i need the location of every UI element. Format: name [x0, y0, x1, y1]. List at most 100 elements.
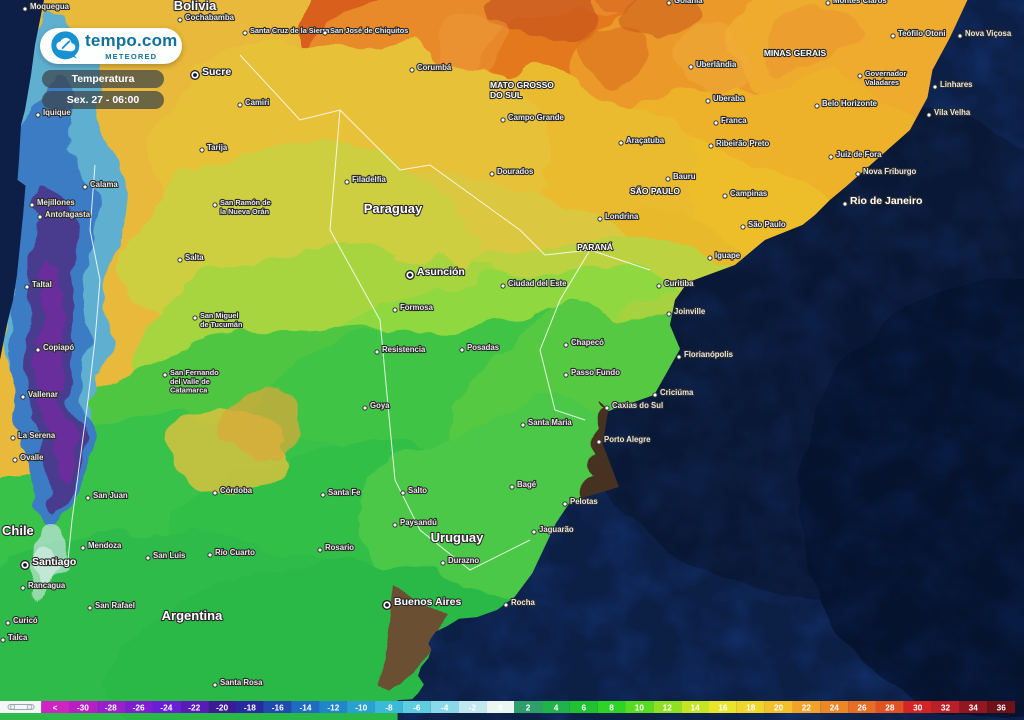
svg-text:Salta: Salta: [185, 253, 204, 262]
svg-text:-28: -28: [105, 702, 117, 712]
svg-text:Argentina: Argentina: [162, 608, 223, 623]
svg-text:Córdoba: Córdoba: [220, 486, 253, 495]
svg-text:São Paulo: São Paulo: [748, 220, 786, 229]
svg-text:Belo Horizonte: Belo Horizonte: [822, 99, 878, 108]
svg-text:10: 10: [635, 702, 645, 712]
svg-text:Formosa: Formosa: [400, 303, 434, 312]
svg-text:Santiago: Santiago: [32, 556, 76, 568]
svg-text:-24: -24: [160, 702, 172, 712]
svg-text:San Ramón de: San Ramón de: [220, 198, 271, 207]
svg-text:22: 22: [802, 702, 812, 712]
svg-text:Governador: Governador: [865, 69, 907, 78]
svg-text:Franca: Franca: [721, 116, 747, 125]
svg-text:San Miguel: San Miguel: [200, 311, 239, 320]
svg-text:la Nueva Orán: la Nueva Orán: [220, 207, 269, 216]
svg-text:34: 34: [969, 702, 979, 712]
svg-text:Campinas: Campinas: [730, 189, 768, 198]
svg-text:Cochabamba: Cochabamba: [185, 13, 235, 22]
svg-text:Rosario: Rosario: [325, 543, 354, 552]
svg-text:-8: -8: [385, 702, 393, 712]
svg-text:DO SUL: DO SUL: [490, 90, 522, 100]
svg-text:-4: -4: [441, 702, 449, 712]
svg-text:18: 18: [746, 702, 756, 712]
svg-text:Bagé: Bagé: [517, 480, 537, 489]
svg-text:SÃO PAULO: SÃO PAULO: [630, 186, 680, 196]
svg-text:Paysandú: Paysandú: [400, 518, 437, 527]
svg-text:Vallenar: Vallenar: [28, 390, 58, 399]
svg-text:14: 14: [690, 702, 700, 712]
svg-text:24: 24: [830, 702, 840, 712]
svg-text:Bolivia: Bolivia: [174, 0, 217, 13]
svg-text:Goiânia: Goiânia: [674, 0, 703, 5]
svg-text:Juiz de Fora: Juiz de Fora: [836, 150, 882, 159]
svg-text:Corumbá: Corumbá: [417, 63, 452, 72]
svg-text:San Fernando: San Fernando: [170, 368, 219, 377]
svg-text:Nova Friburgo: Nova Friburgo: [863, 167, 917, 176]
svg-text:Camiri: Camiri: [245, 98, 269, 107]
svg-text:La Serena: La Serena: [18, 431, 56, 440]
svg-text:Ciudad del Este: Ciudad del Este: [508, 279, 567, 288]
svg-text:Durazno: Durazno: [448, 556, 479, 565]
svg-text:Uberaba: Uberaba: [713, 94, 745, 103]
svg-text:Bauru: Bauru: [673, 172, 696, 181]
svg-text:Teófilo Otoni: Teófilo Otoni: [898, 29, 946, 38]
svg-text:Mendoza: Mendoza: [88, 541, 122, 550]
svg-text:Posadas: Posadas: [467, 343, 500, 352]
svg-text:Resistencia: Resistencia: [382, 345, 426, 354]
svg-text:Uberlândia: Uberlândia: [696, 60, 737, 69]
svg-text:MINAS GERAIS: MINAS GERAIS: [764, 48, 827, 58]
svg-text:Linhares: Linhares: [940, 80, 973, 89]
svg-text:Santa Cruz de la Sierra: Santa Cruz de la Sierra: [250, 26, 330, 35]
svg-text:Chapecó: Chapecó: [571, 338, 604, 347]
svg-text:Calama: Calama: [90, 180, 118, 189]
svg-text:Araçatuba: Araçatuba: [626, 136, 665, 145]
svg-text:Londrina: Londrina: [605, 212, 639, 221]
svg-text:-18: -18: [244, 702, 256, 712]
svg-text:2: 2: [526, 702, 531, 712]
svg-text:Talca: Talca: [8, 633, 28, 642]
svg-text:-6: -6: [413, 702, 421, 712]
svg-text:Rancagua: Rancagua: [28, 581, 66, 590]
svg-text:Buenos Aires: Buenos Aires: [394, 596, 461, 608]
svg-text:Iguape: Iguape: [715, 251, 741, 260]
svg-text:Rocha: Rocha: [511, 598, 535, 607]
svg-text:-2: -2: [469, 702, 477, 712]
svg-text:Vila Velha: Vila Velha: [934, 108, 971, 117]
svg-text:Santa Maria: Santa Maria: [528, 418, 572, 427]
svg-text:Taltal: Taltal: [32, 280, 52, 289]
svg-text:Sucre: Sucre: [202, 66, 231, 78]
svg-text:Caxias do Sul: Caxias do Sul: [612, 401, 663, 410]
svg-text:San Rafael: San Rafael: [95, 601, 135, 610]
svg-text:Montes Claros: Montes Claros: [833, 0, 887, 5]
svg-text:Nova Viçosa: Nova Viçosa: [965, 29, 1012, 38]
svg-text:Florianópolis: Florianópolis: [684, 350, 734, 359]
svg-text:Valadares: Valadares: [865, 78, 899, 87]
svg-text:Curicó: Curicó: [13, 616, 38, 625]
svg-text:Porto Alegre: Porto Alegre: [604, 435, 651, 444]
svg-text:6: 6: [581, 702, 586, 712]
svg-text:28: 28: [885, 702, 895, 712]
svg-text:16: 16: [718, 702, 728, 712]
svg-text:<: <: [53, 702, 58, 712]
svg-text:Moquegua: Moquegua: [30, 2, 70, 11]
svg-text:36: 36: [997, 702, 1007, 712]
svg-text:Joinville: Joinville: [674, 307, 706, 316]
svg-text:4: 4: [554, 702, 559, 712]
svg-text:-26: -26: [133, 702, 145, 712]
svg-text:Santa Fe: Santa Fe: [328, 488, 361, 497]
svg-text:Mejillones: Mejillones: [37, 198, 75, 207]
svg-text:San Juan: San Juan: [93, 491, 128, 500]
svg-text:San José de Chiquitos: San José de Chiquitos: [330, 26, 408, 35]
svg-text:Catamarca: Catamarca: [170, 386, 208, 395]
svg-text:26: 26: [857, 702, 867, 712]
svg-text:12: 12: [663, 702, 673, 712]
svg-text:Ribeirão Preto: Ribeirão Preto: [716, 139, 770, 148]
svg-text:Ovalle: Ovalle: [20, 453, 44, 462]
svg-text:Santa Rosa: Santa Rosa: [220, 678, 263, 687]
svg-text:Asunción: Asunción: [417, 266, 465, 278]
svg-text:20: 20: [774, 702, 784, 712]
svg-text:Rio de Janeiro: Rio de Janeiro: [850, 195, 922, 207]
svg-text:-10: -10: [355, 702, 367, 712]
svg-text:Antofagasta: Antofagasta: [45, 210, 91, 219]
svg-text:MATO GROSSO: MATO GROSSO: [490, 80, 554, 90]
